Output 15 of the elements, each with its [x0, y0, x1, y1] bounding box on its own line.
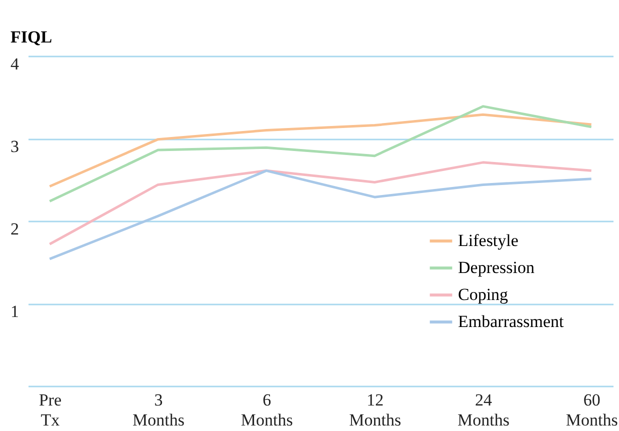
x-tick-label: 3 Months	[132, 390, 184, 430]
legend-label: Lifestyle	[458, 231, 518, 250]
x-tick-label: 12 Months	[349, 390, 402, 430]
y-tick-label: 4	[10, 54, 20, 74]
legend-label: Depression	[458, 258, 535, 277]
x-tick-label: 6 Months	[240, 390, 293, 430]
y-tick-label: 1	[10, 302, 19, 321]
legend-label: Coping	[458, 285, 509, 304]
legend-label: Embarrassment	[458, 312, 564, 331]
x-tick-label: 60 Months	[566, 390, 618, 430]
y-tick-label: 3	[10, 137, 19, 156]
y-tick-label: 2	[10, 220, 19, 238]
x-tick-label: Pre Tx	[38, 390, 62, 430]
y-axis-title: FIQL	[10, 28, 52, 46]
x-tick-label: 24 Months	[458, 390, 510, 430]
